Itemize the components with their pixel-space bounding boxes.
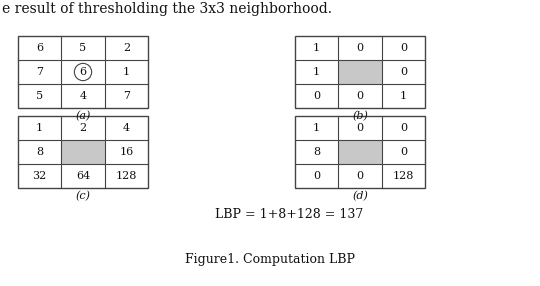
Text: 64: 64 [76, 171, 90, 181]
FancyBboxPatch shape [18, 36, 62, 60]
Text: Figure1. Computation LBP: Figure1. Computation LBP [185, 253, 355, 266]
Text: 0: 0 [400, 67, 407, 77]
Text: 8: 8 [36, 147, 43, 157]
FancyBboxPatch shape [339, 84, 382, 108]
FancyBboxPatch shape [339, 116, 382, 140]
FancyBboxPatch shape [62, 116, 105, 140]
FancyBboxPatch shape [105, 116, 148, 140]
Text: 0: 0 [313, 91, 320, 101]
FancyBboxPatch shape [339, 164, 382, 188]
FancyBboxPatch shape [62, 36, 105, 60]
Text: 1: 1 [123, 67, 130, 77]
FancyBboxPatch shape [382, 116, 425, 140]
Text: 16: 16 [119, 147, 133, 157]
Text: 0: 0 [400, 43, 407, 53]
FancyBboxPatch shape [18, 164, 62, 188]
Text: 0: 0 [400, 147, 407, 157]
Text: 1: 1 [36, 123, 43, 133]
Text: 7: 7 [36, 67, 43, 77]
FancyBboxPatch shape [62, 164, 105, 188]
FancyBboxPatch shape [382, 140, 425, 164]
FancyBboxPatch shape [295, 84, 339, 108]
FancyBboxPatch shape [105, 84, 148, 108]
FancyBboxPatch shape [62, 84, 105, 108]
FancyBboxPatch shape [339, 60, 382, 84]
Text: 4: 4 [79, 91, 86, 101]
FancyBboxPatch shape [18, 116, 62, 140]
Bar [18, 36, 148, 108]
FancyBboxPatch shape [18, 60, 62, 84]
Text: 0: 0 [313, 171, 320, 181]
Text: 0: 0 [400, 123, 407, 133]
FancyBboxPatch shape [105, 36, 148, 60]
FancyBboxPatch shape [295, 140, 339, 164]
FancyBboxPatch shape [382, 84, 425, 108]
Text: 0: 0 [356, 171, 363, 181]
FancyBboxPatch shape [18, 84, 62, 108]
FancyBboxPatch shape [105, 164, 148, 188]
Text: LBP = 1+8+128 = 137: LBP = 1+8+128 = 137 [215, 208, 363, 221]
Text: (d): (d) [352, 191, 368, 201]
Text: (a): (a) [75, 111, 91, 121]
Text: (b): (b) [352, 111, 368, 121]
Text: 0: 0 [356, 91, 363, 101]
Text: 32: 32 [32, 171, 47, 181]
FancyBboxPatch shape [295, 60, 339, 84]
Text: 4: 4 [123, 123, 130, 133]
Text: (c): (c) [76, 191, 91, 201]
FancyBboxPatch shape [295, 116, 339, 140]
FancyBboxPatch shape [62, 60, 105, 84]
FancyBboxPatch shape [105, 140, 148, 164]
Text: 1: 1 [400, 91, 407, 101]
Text: 5: 5 [36, 91, 43, 101]
Text: 2: 2 [79, 123, 86, 133]
Text: 2: 2 [123, 43, 130, 53]
FancyBboxPatch shape [382, 164, 425, 188]
Text: 0: 0 [356, 43, 363, 53]
Text: 128: 128 [393, 171, 414, 181]
Text: 0: 0 [356, 123, 363, 133]
Text: 6: 6 [79, 67, 86, 77]
Text: 1: 1 [313, 43, 320, 53]
FancyBboxPatch shape [382, 36, 425, 60]
Text: e result of thresholding the 3x3 neighborhood.: e result of thresholding the 3x3 neighbo… [2, 2, 332, 16]
Text: 1: 1 [313, 123, 320, 133]
Bar [295, 116, 425, 188]
FancyBboxPatch shape [105, 60, 148, 84]
Bar [18, 116, 148, 188]
FancyBboxPatch shape [295, 164, 339, 188]
Text: 128: 128 [116, 171, 137, 181]
FancyBboxPatch shape [18, 140, 62, 164]
Text: 6: 6 [36, 43, 43, 53]
Text: 7: 7 [123, 91, 130, 101]
FancyBboxPatch shape [339, 36, 382, 60]
FancyBboxPatch shape [62, 140, 105, 164]
Text: 5: 5 [79, 43, 86, 53]
Text: 8: 8 [313, 147, 320, 157]
Bar [295, 36, 425, 108]
FancyBboxPatch shape [295, 36, 339, 60]
FancyBboxPatch shape [339, 140, 382, 164]
Text: 1: 1 [313, 67, 320, 77]
FancyBboxPatch shape [382, 60, 425, 84]
